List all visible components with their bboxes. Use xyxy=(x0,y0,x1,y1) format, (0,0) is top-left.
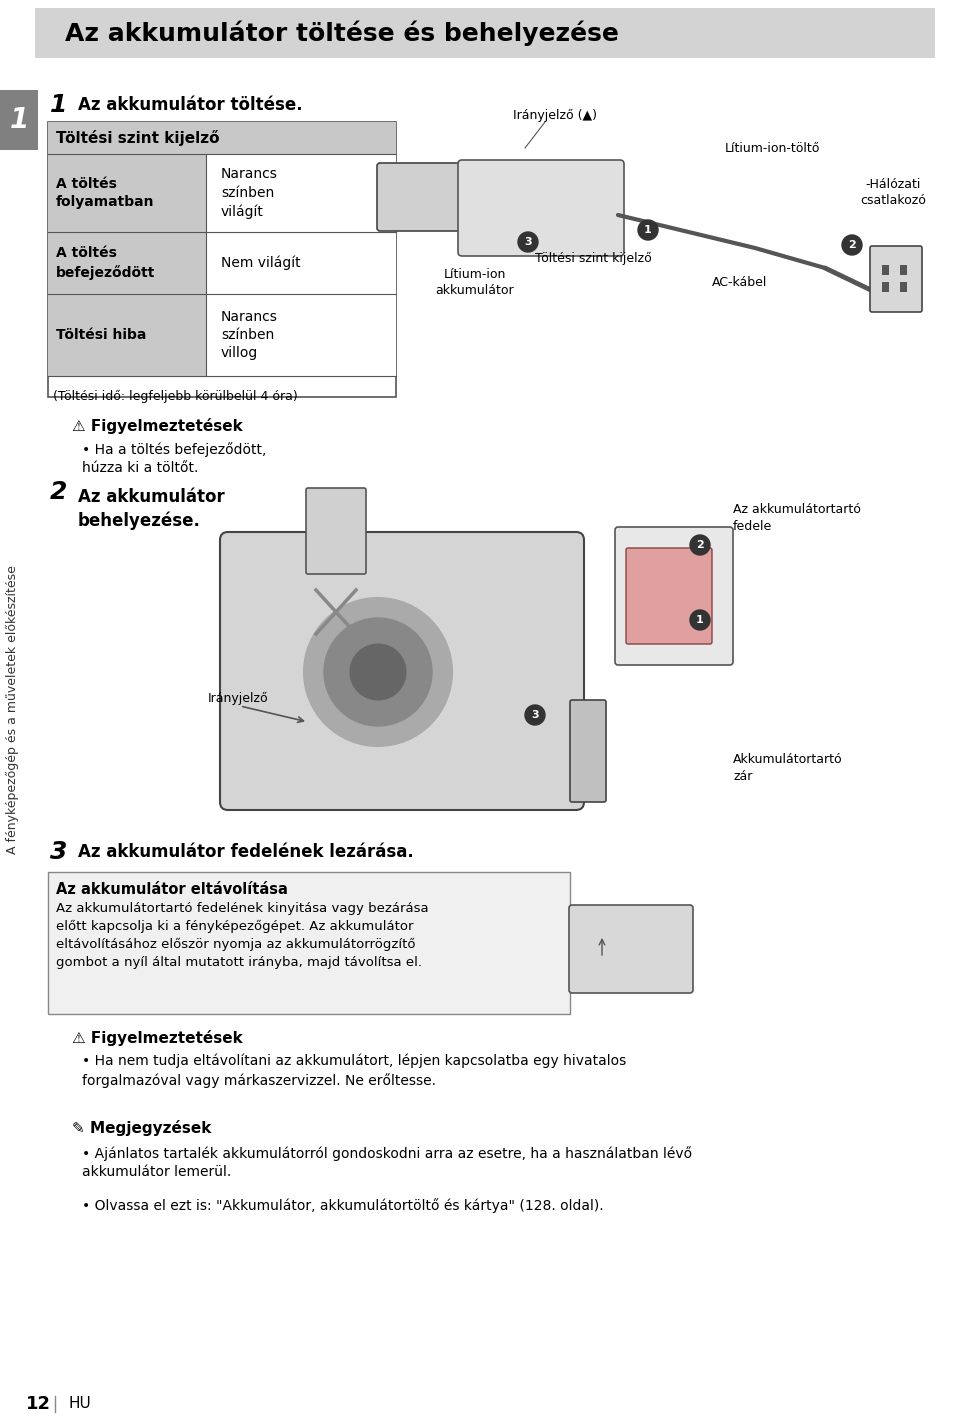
Text: Irányjelző: Irányjelző xyxy=(207,691,268,704)
FancyBboxPatch shape xyxy=(0,90,38,149)
Text: Narancs
színben
villog: Narancs színben villog xyxy=(221,310,277,360)
Text: 3: 3 xyxy=(531,710,539,720)
Text: Az akkumulátortartó
fedele: Az akkumulátortartó fedele xyxy=(733,503,861,533)
Text: A fényképezőgép és a műveletek előkészítése: A fényképezőgép és a műveletek előkészít… xyxy=(6,566,18,855)
Text: ✎ Megjegyzések: ✎ Megjegyzések xyxy=(72,1121,211,1136)
Bar xyxy=(900,282,907,292)
Text: Akkumulátortartó
zár: Akkumulátortartó zár xyxy=(733,754,843,784)
FancyBboxPatch shape xyxy=(220,532,584,811)
Text: HU: HU xyxy=(68,1396,91,1412)
Text: Az akkumulátor eltávolítása: Az akkumulátor eltávolítása xyxy=(56,882,288,897)
Text: ⚠ Figyelmeztetések: ⚠ Figyelmeztetések xyxy=(72,418,243,434)
FancyBboxPatch shape xyxy=(48,872,570,1014)
FancyBboxPatch shape xyxy=(206,232,396,294)
FancyBboxPatch shape xyxy=(48,232,206,294)
FancyBboxPatch shape xyxy=(206,294,396,375)
Text: 2: 2 xyxy=(696,540,704,550)
Text: Lítium-ion-töltő: Lítium-ion-töltő xyxy=(725,142,821,155)
Text: A töltés
befejeződött: A töltés befejeződött xyxy=(56,246,156,280)
Text: Az akkumulátor töltése és behelyezése: Az akkumulátor töltése és behelyezése xyxy=(65,20,619,46)
Text: A töltés
folyamatban: A töltés folyamatban xyxy=(56,176,155,209)
Circle shape xyxy=(518,232,538,252)
Text: -Hálózati
csatlakozó: -Hálózati csatlakozó xyxy=(860,178,926,206)
Circle shape xyxy=(304,599,452,747)
Text: Töltési hiba: Töltési hiba xyxy=(56,328,146,343)
Text: 3: 3 xyxy=(524,237,532,247)
FancyBboxPatch shape xyxy=(48,122,396,154)
Text: Irányjelző (▲): Irányjelző (▲) xyxy=(513,108,597,121)
Text: Nem világít: Nem világít xyxy=(221,256,300,270)
Bar xyxy=(882,282,889,292)
FancyBboxPatch shape xyxy=(626,547,712,644)
Text: Az akkumulátor
behelyezése.: Az akkumulátor behelyezése. xyxy=(78,488,225,530)
Text: • Ajánlatos tartalék akkumulátorról gondoskodni arra az esetre, ha a használatba: • Ajánlatos tartalék akkumulátorról gond… xyxy=(82,1146,692,1179)
Text: 1: 1 xyxy=(50,92,67,117)
FancyBboxPatch shape xyxy=(615,528,733,665)
Circle shape xyxy=(690,535,710,555)
Text: 2: 2 xyxy=(848,240,856,250)
FancyBboxPatch shape xyxy=(570,700,606,802)
FancyBboxPatch shape xyxy=(569,904,693,993)
Text: Az akkumulátortartó fedelének kinyitása vagy bezárása
előtt kapcsolja ki a fényk: Az akkumulátortartó fedelének kinyitása … xyxy=(56,902,428,970)
FancyBboxPatch shape xyxy=(206,154,396,232)
Text: Narancs
színben
világít: Narancs színben világít xyxy=(221,168,277,219)
Bar xyxy=(900,264,907,274)
Text: Lítium-ion
akkumulátor: Lítium-ion akkumulátor xyxy=(436,269,515,297)
FancyBboxPatch shape xyxy=(377,164,471,230)
Circle shape xyxy=(525,705,545,725)
FancyBboxPatch shape xyxy=(48,122,396,397)
Text: 1: 1 xyxy=(644,225,652,235)
Text: 12: 12 xyxy=(26,1395,51,1413)
Circle shape xyxy=(690,610,710,630)
Circle shape xyxy=(324,619,432,727)
FancyBboxPatch shape xyxy=(35,9,935,58)
Text: 1: 1 xyxy=(696,614,704,626)
Text: (Töltési idő: legfeljebb körülbelül 4 óra): (Töltési idő: legfeljebb körülbelül 4 ór… xyxy=(53,390,298,402)
FancyBboxPatch shape xyxy=(306,488,366,574)
FancyBboxPatch shape xyxy=(870,246,922,311)
Text: Töltési szint kijelző: Töltési szint kijelző xyxy=(535,252,652,264)
Circle shape xyxy=(350,644,406,700)
FancyBboxPatch shape xyxy=(48,154,206,232)
Text: Töltési szint kijelző: Töltési szint kijelző xyxy=(56,129,220,146)
Text: • Ha nem tudja eltávolítani az akkumulátort, lépjen kapcsolatba egy hivatalos
fo: • Ha nem tudja eltávolítani az akkumulát… xyxy=(82,1054,626,1088)
Text: Az akkumulátor fedelének lezárása.: Az akkumulátor fedelének lezárása. xyxy=(78,843,414,860)
Text: AC-kábel: AC-kábel xyxy=(712,276,767,290)
Text: • Olvassa el ezt is: "Akkumulátor, akkumulátortöltő és kártya" (128. oldal).: • Olvassa el ezt is: "Akkumulátor, akkum… xyxy=(82,1197,604,1213)
Text: ⚠ Figyelmeztetések: ⚠ Figyelmeztetések xyxy=(72,1030,243,1047)
Text: 2: 2 xyxy=(50,481,67,503)
Circle shape xyxy=(638,220,658,240)
Circle shape xyxy=(842,235,862,255)
Bar xyxy=(882,264,889,274)
Text: 3: 3 xyxy=(50,840,67,865)
Text: Az akkumulátor töltése.: Az akkumulátor töltése. xyxy=(78,97,302,114)
Text: 1: 1 xyxy=(10,107,29,134)
Text: • Ha a töltés befejeződött,
húzza ki a töltőt.: • Ha a töltés befejeződött, húzza ki a t… xyxy=(82,442,266,475)
FancyBboxPatch shape xyxy=(48,294,206,375)
FancyBboxPatch shape xyxy=(458,161,624,256)
